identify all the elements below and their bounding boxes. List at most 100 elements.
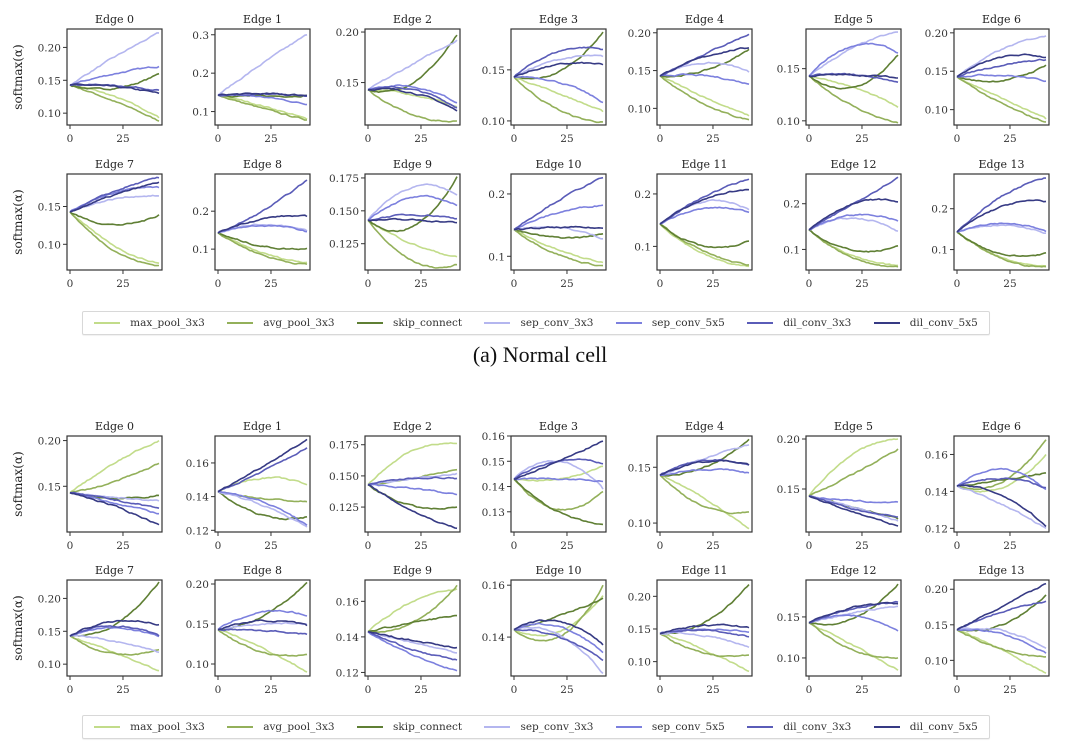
series-line-sep-conv-3x3	[217, 621, 307, 631]
series-line-avg-pool-3x3	[659, 474, 750, 515]
x-tick-label: 0	[511, 133, 518, 145]
plot-frame	[66, 28, 163, 126]
x-tick-label: 25	[264, 133, 277, 145]
series-line-dil-conv-3x3	[513, 46, 604, 78]
x-tick-label: 25	[414, 133, 427, 145]
series-line-sep-conv-5x5	[217, 609, 308, 631]
plot-frame	[805, 28, 902, 126]
y-tick-label: 0.15	[925, 66, 948, 78]
legend-item-sep-conv-5x5: sep_conv_5x5	[615, 317, 725, 329]
series-line-sep-conv-5x5	[956, 628, 1047, 654]
series-line-max-pool-3x3	[513, 76, 604, 113]
subplot-title: Edge 4	[685, 13, 724, 26]
y-axis-label: softmax(α)	[11, 44, 25, 109]
plot-frame	[66, 579, 163, 677]
x-tick-label: 25	[706, 684, 719, 696]
series-line-avg-pool-3x3	[367, 89, 458, 123]
series-line-sep-conv-5x5	[659, 206, 750, 225]
subplot-title: Edge 1	[243, 420, 282, 433]
series-line-max-pool-3x3	[659, 632, 750, 673]
y-tick-label: 0.15	[628, 66, 651, 78]
series-line-dil-conv-3x3	[217, 447, 308, 493]
series-line-dil-conv-5x5	[367, 630, 458, 649]
series-line-dil-conv-3x3	[217, 628, 308, 636]
series-line-avg-pool-3x3	[69, 211, 160, 267]
series-line-sep-conv-3x3	[513, 459, 604, 490]
series-line-dil-conv-3x3	[659, 628, 750, 638]
series-line-avg-pool-3x3	[69, 635, 160, 656]
y-tick-label: 0.1	[783, 244, 800, 256]
x-tick-label: 0	[657, 133, 664, 145]
series-line-max-pool-3x3	[367, 442, 458, 486]
series-line-sep-conv-5x5	[660, 468, 750, 477]
y-tick-label: 0.2	[634, 189, 651, 201]
series-line-avg-pool-3x3	[217, 629, 308, 657]
x-tick-label: 25	[414, 684, 427, 696]
x-tick-label: 25	[116, 540, 129, 552]
plot-frame	[214, 173, 311, 271]
legend-label: dil_conv_3x3	[783, 721, 852, 733]
legend-item-skip-connect: skip_connect	[356, 317, 462, 329]
legend-swatch	[94, 725, 121, 729]
x-tick-label: 0	[806, 684, 813, 696]
subplot-normal-edge-5: Edge 5 0.10 0.15 0 25	[777, 13, 902, 145]
subplot-title: Edge 2	[393, 420, 432, 433]
subplot-normal-edge-4: Edge 4 0.10 0.15 0.20 0 25	[628, 13, 753, 145]
x-tick-label: 25	[116, 278, 129, 290]
series-line-max-pool-3x3	[513, 595, 604, 637]
legend-swatch	[747, 725, 774, 729]
series-line-skip-connect	[69, 72, 160, 91]
subplot-normal-edge-0: Edge 0 0.10 0.15 0.20 0 25 softmax(α)	[11, 13, 163, 145]
subplot-title: Edge 6	[982, 420, 1021, 433]
x-tick-label: 0	[67, 133, 74, 145]
subplot-title: Edge 1	[243, 13, 282, 26]
legend-item-dil-conv-5x5: dil_conv_5x5	[873, 317, 978, 329]
x-tick-label: 0	[365, 133, 372, 145]
y-tick-label: 0.15	[38, 75, 61, 87]
y-tick-label: 0.2	[192, 68, 209, 80]
subplot-title: Edge 9	[393, 564, 432, 577]
x-tick-label: 0	[657, 684, 664, 696]
series-line-skip-connect	[808, 54, 899, 90]
series-line-sep-conv-3x3	[808, 31, 898, 77]
legend-swatch	[484, 725, 511, 729]
y-tick-label: 0.10	[482, 116, 505, 128]
series-line-dil-conv-3x3	[513, 628, 604, 662]
subplot-reduction-edge-0: Edge 0 0.15 0.20 0 25 softmax(α)	[11, 420, 163, 552]
legend-swatch	[227, 321, 254, 325]
series-line-dil-conv-5x5	[69, 83, 160, 95]
series-line-sep-conv-3x3	[956, 627, 1047, 649]
series-line-sep-conv-5x5	[513, 622, 604, 654]
subplot-normal-edge-12: Edge 12 0.1 0.2 0 25	[783, 158, 902, 290]
series-line-avg-pool-3x3	[956, 439, 1047, 491]
y-tick-label: 0.20	[777, 434, 800, 446]
series-line-dil-conv-5x5	[367, 217, 458, 224]
x-tick-label: 25	[855, 133, 868, 145]
legend-label: skip_connect	[392, 721, 463, 733]
series-line-dil-conv-5x5	[217, 438, 308, 493]
subplot-title: Edge 7	[95, 564, 134, 577]
legend-label: max_pool_3x3	[130, 317, 205, 329]
caption-normal-cell: (a) Normal cell	[472, 342, 608, 367]
legend-swatch	[484, 321, 511, 325]
series-line-sep-conv-5x5	[956, 467, 1047, 491]
series-line-dil-conv-3x3	[809, 495, 899, 518]
subplot-normal-edge-13: Edge 13 0.1 0.2 0 25	[931, 158, 1050, 290]
series-line-dil-conv-5x5	[69, 619, 160, 637]
subplot-reduction-edge-3: Edge 3 0.13 0.14 0.15 0.16 0 25	[482, 420, 607, 552]
x-tick-label: 0	[657, 540, 664, 552]
legend-label: sep_conv_3x3	[520, 721, 594, 733]
y-tick-label: 0.13	[482, 507, 505, 519]
y-tick-label: 0.15	[482, 65, 505, 77]
y-tick-label: 0.14	[482, 482, 506, 494]
subplot-normal-edge-7: Edge 7 0.10 0.15 0 25 softmax(α)	[11, 158, 163, 290]
y-tick-label: 0.15	[777, 484, 800, 496]
plot-frame	[805, 173, 902, 271]
plot-frame	[953, 28, 1050, 126]
subplot-title: Edge 2	[393, 13, 432, 26]
series-line-sep-conv-5x5	[367, 631, 458, 672]
plot-frame	[656, 28, 753, 126]
x-tick-label: 25	[560, 278, 573, 290]
subplot-title: Edge 7	[95, 158, 134, 171]
plot-frame	[214, 28, 311, 126]
